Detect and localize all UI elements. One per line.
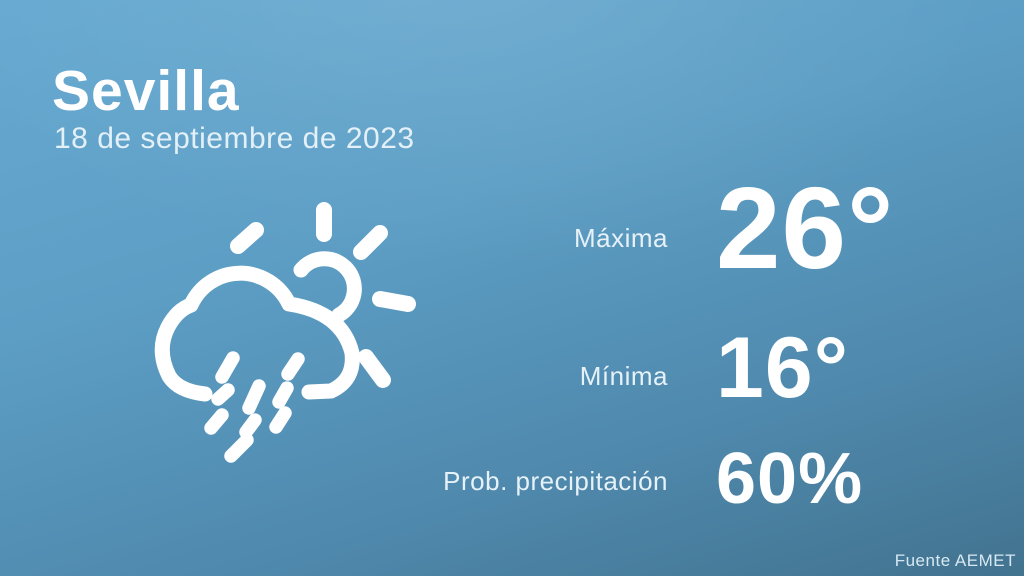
- cloud-icon: [154, 265, 360, 402]
- sun-rays-icon: [230, 202, 416, 388]
- source-attribution: Fuente AEMET: [894, 551, 1016, 570]
- page-title: Sevilla: [52, 59, 240, 123]
- sun-icon: [293, 251, 362, 323]
- sun-rain-cloud-icon: [154, 202, 416, 463]
- date-subtitle: 18 de septiembre de 2023: [54, 122, 415, 155]
- min-temp-value: 16°: [716, 320, 850, 416]
- max-temp-label: Máxima: [573, 223, 668, 253]
- max-temp-value: 26°: [716, 163, 895, 293]
- min-temp-label: Mínima: [579, 361, 668, 391]
- raindrops-icon: [204, 351, 305, 463]
- precipitation-probability-label: Prob. precipitación: [443, 466, 668, 496]
- precipitation-probability-value: 60%: [716, 439, 864, 519]
